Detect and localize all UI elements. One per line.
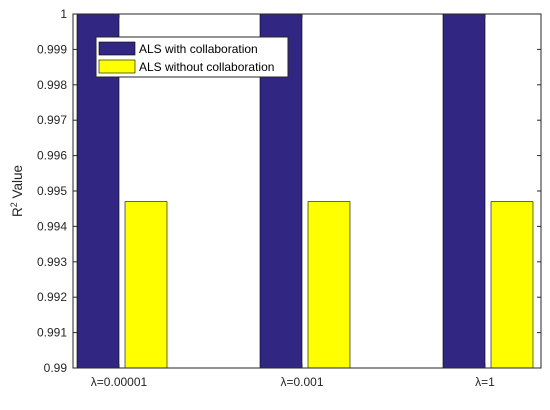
legend-swatch-series-1 [98,41,136,56]
x-tick-label: λ=1 [475,375,495,389]
y-tick-label: 0.995 [37,184,67,198]
legend: ALS with collaboration ALS without colla… [95,36,289,78]
y-tick-label: 0.994 [37,219,67,233]
x-axis: λ=0.00001 λ=0.001 λ=1 [91,14,495,389]
y-tick-label: 0.997 [37,113,67,127]
bar-with-collab-3 [442,13,486,369]
y-tick-label: 0.993 [37,255,67,269]
legend-label-series-2: ALS without collaboration [139,60,274,74]
y-tick-label: 1 [60,7,67,21]
legend-swatch-series-2 [98,59,136,74]
y-tick-label: 0.999 [37,42,67,56]
bars-group [76,13,534,369]
y-tick-label: 0.991 [37,326,67,340]
y-tick-label: 0.99 [44,361,68,375]
y-axis-title: R2 Value [9,165,25,217]
bar-without-collab-2 [307,201,351,369]
bar-without-collab-3 [490,201,534,369]
y-tick-label: 0.992 [37,290,67,304]
legend-label-series-1: ALS with collaboration [139,42,258,56]
x-tick-label: λ=0.00001 [91,375,148,389]
y-tick-label: 0.996 [37,149,67,163]
bar-without-collab-1 [124,201,168,369]
y-tick-label: 0.998 [37,78,67,92]
y-axis: 0.99 0.991 0.992 0.993 0.994 0.995 0.996 0.997 0… [37,7,541,375]
x-tick-label: λ=0.001 [280,375,323,389]
